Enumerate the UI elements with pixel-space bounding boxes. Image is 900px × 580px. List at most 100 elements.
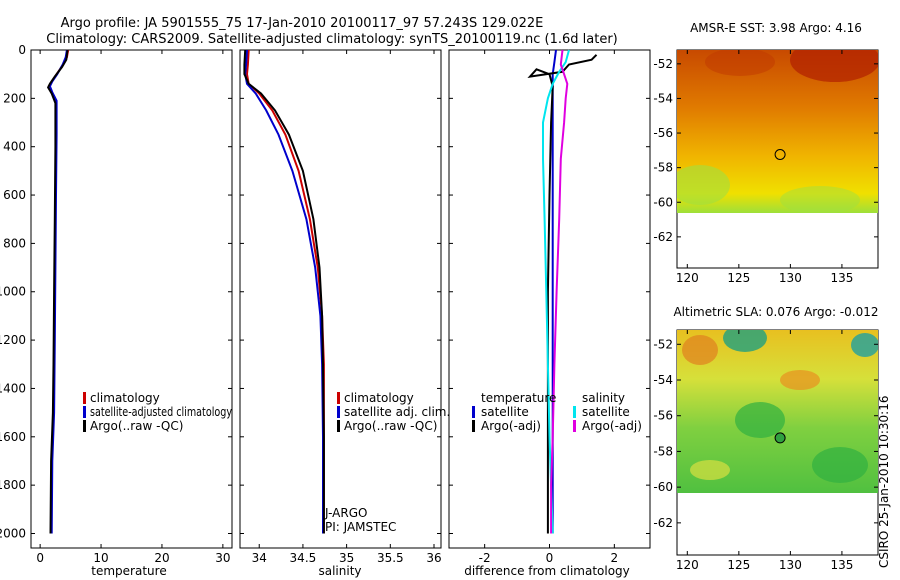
sla-map-ticks: -52 -54 -56 -58 -60 -62 120 125 130 135: [653, 330, 878, 572]
annotation-j-argo: J-ARGO: [324, 506, 367, 520]
sla-low-patch: [851, 333, 878, 357]
sla-low-patch: [812, 447, 868, 483]
sla-map-panel: Altimetric SLA: 0.076 Argo: -0.012 -52-5…: [653, 305, 878, 572]
legend-swatch-sal-argo: [573, 420, 576, 432]
x-tick-label: 30: [215, 551, 230, 565]
x-tick-label: 130: [779, 558, 802, 572]
y-tick-label: -60: [653, 195, 673, 209]
x-tick-label: 135: [830, 558, 853, 572]
y-tick-label: 1600: [0, 430, 26, 444]
y-tick-label: 0: [18, 43, 26, 57]
figure-title-line1: Argo profile: JA 5901555_75 17-Jan-2010 …: [61, 16, 544, 31]
difference-panel: -2 0 2 difference from climatology tempera…: [448, 49, 651, 578]
x-tick-label: 130: [779, 271, 802, 285]
legend-header-salinity: salinity: [582, 391, 625, 405]
sst-map-ticks: -52 -54 -56 -58 -60 -62 120 125 130 135: [653, 50, 878, 285]
y-tick-label: 800: [3, 236, 26, 250]
sla-argo-marker: [774, 432, 786, 444]
legend-label-satellite-adj: satellite adj. clim.: [344, 405, 450, 419]
sst-map-panel: AMSR-E SST: 3.98 Argo: 4.16 -52 -54 -56 -58…: [653, 21, 879, 285]
difference-legend: temperature satellite Argo(-adj) salinit…: [472, 391, 642, 433]
y-tick-label: 2000: [0, 526, 26, 540]
sst-cool-patch: [780, 186, 860, 213]
y-tick-label: -62: [653, 516, 673, 530]
series-line-temperature-satellite: [551, 49, 557, 534]
y-tick-label: 200: [3, 91, 26, 105]
sla-low-patch: [723, 330, 767, 352]
salinity-panel: 34 34.5 35 35.5 36 salinity climatology sate…: [239, 49, 450, 578]
legend-label-satellite-adjusted: satellite-adjusted climatology: [90, 405, 232, 419]
x-tick-label: 120: [676, 558, 699, 572]
x-tick-label: 36: [426, 551, 441, 565]
sla-map-field: [677, 330, 878, 493]
legend-swatch-climatology: [337, 392, 340, 404]
difference-y-ticks: [449, 49, 650, 534]
legend-swatch-satellite-adjusted: [83, 406, 86, 418]
x-tick-label: 0: [36, 551, 44, 565]
sst-warm-patch: [705, 50, 775, 76]
x-tick-label: 35: [339, 551, 354, 565]
x-tick-label: 34: [252, 551, 267, 565]
temperature-panel: 0 200 400 600 800 1000 1200 1400 1600 1800 2000 0 1…: [0, 43, 233, 578]
series-line-salinity-argo-adj-: [550, 49, 569, 534]
sst-cool-patch: [677, 165, 730, 205]
y-tick-label: -54: [653, 91, 673, 105]
legend-label-climatology: climatology: [344, 391, 414, 405]
x-tick-label: 135: [830, 271, 853, 285]
y-tick-label: -62: [653, 230, 673, 244]
series-line-argo-raw-qc-: [46, 49, 69, 534]
salinity-y-ticks: [240, 49, 441, 534]
temperature-x-ticks: 0 10 20 30: [36, 50, 231, 565]
legend-label-temp-satellite: satellite: [481, 405, 529, 419]
y-tick-label: -56: [653, 409, 673, 423]
difference-axes-frame: [448, 49, 651, 549]
sst-map-title: AMSR-E SST: 3.98 Argo: 4.16: [690, 21, 862, 35]
x-tick-label: -2: [479, 551, 491, 565]
sst-warm-patch: [790, 50, 878, 82]
legend-swatch-satellite-adj: [337, 406, 340, 418]
legend-swatch-temp-argo: [472, 420, 475, 432]
difference-xlabel: difference from climatology: [464, 564, 630, 578]
sst-argo-marker: [774, 149, 786, 160]
legend-label-sal-argo: Argo(-adj): [582, 419, 642, 433]
y-tick-label: -54: [653, 373, 673, 387]
legend-swatch-sal-satellite: [573, 406, 576, 418]
sla-low-patch: [735, 402, 785, 438]
legend-label-sal-satellite: satellite: [582, 405, 630, 419]
sla-high-patch: [780, 370, 820, 390]
x-tick-label: 34.5: [290, 551, 317, 565]
sla-high-patch: [690, 460, 730, 480]
y-tick-label: -58: [653, 161, 673, 175]
y-tick-label: 1400: [0, 381, 26, 395]
x-tick-label: 0: [546, 551, 554, 565]
temperature-xlabel: temperature: [91, 564, 166, 578]
figure-title-line2: Climatology: CARS2009. Satellite-adjuste…: [46, 32, 618, 47]
y-tick-label: 1000: [0, 285, 26, 299]
salinity-x-ticks: 34 34.5 35 35.5 36: [252, 50, 442, 565]
x-tick-label: 20: [154, 551, 169, 565]
series-line-argo-raw-qc-: [243, 49, 325, 534]
x-tick-label: 120: [676, 271, 699, 285]
legend-label-climatology: climatology: [90, 391, 160, 405]
y-tick-label: -52: [653, 57, 673, 71]
legend-label-argo: Argo(..raw -QC): [344, 419, 437, 433]
temperature-series: [46, 49, 70, 534]
legend-swatch-argo: [83, 420, 86, 432]
y-tick-label: 1800: [0, 478, 26, 492]
difference-series: [527, 49, 598, 534]
salinity-axes-frame: [239, 49, 442, 549]
y-tick-label: -58: [653, 444, 673, 458]
y-tick-label: -56: [653, 126, 673, 140]
legend-header-temperature: temperature: [481, 391, 556, 405]
temperature-legend: climatology satellite-adjusted climatolo…: [83, 391, 232, 433]
legend-label-temp-argo: Argo(-adj): [481, 419, 541, 433]
y-tick-label: -60: [653, 480, 673, 494]
legend-swatch-argo: [337, 420, 340, 432]
annotation-pi: PI: JAMSTEC: [325, 520, 396, 534]
y-tick-label: 400: [3, 140, 26, 154]
temperature-axes-frame: [30, 49, 233, 549]
legend-swatch-temp-satellite: [472, 406, 475, 418]
x-tick-label: 10: [93, 551, 108, 565]
legend-swatch-climatology: [83, 392, 86, 404]
